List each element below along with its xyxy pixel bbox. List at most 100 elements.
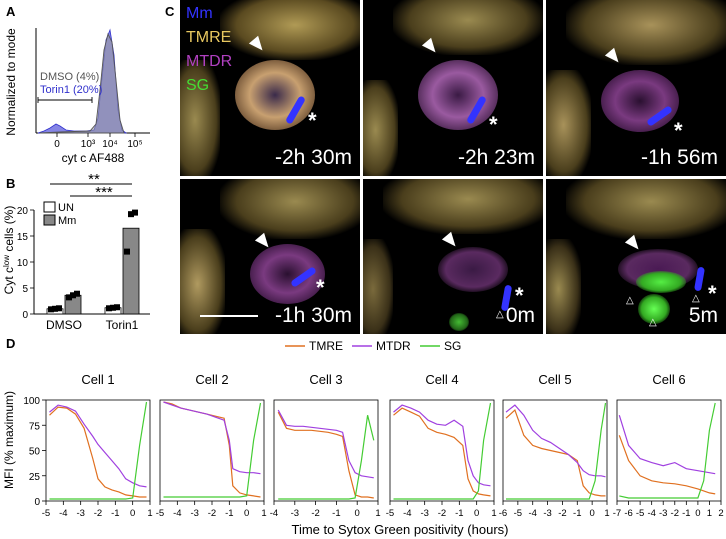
tick-10e3: 10³ <box>81 139 96 150</box>
line-tmre <box>505 409 606 497</box>
group-torin1: Torin1 <box>106 318 139 332</box>
open-arrowhead-icon: △ <box>626 295 634 306</box>
legend-sg-line: SG <box>444 339 461 353</box>
x-tick-label: -1 <box>682 508 690 519</box>
sg-positive-spot <box>636 271 686 293</box>
tmre-cell-signal <box>220 179 360 239</box>
microscopy-tile-1: Mm TMRE MTDR SG * -2h 30m <box>180 0 360 176</box>
timepoint-label-5: 0m <box>505 304 535 327</box>
timepoint-label-4: -1h 30m <box>274 304 352 327</box>
y-tick-label: 0 <box>34 497 40 508</box>
asterisk-icon: * <box>708 281 717 306</box>
tick-10e4: 10⁴ <box>102 139 117 150</box>
cell-panel-4: Cell 4 -5 -4 -3 -2 -1 0 1 <box>386 372 497 519</box>
y-tick-label: 5 <box>22 284 28 295</box>
dmso-histogram <box>39 32 125 134</box>
legend-mtdr-line: MTDR <box>376 339 411 353</box>
cell-panel-6: Cell 6 -7 -6 -5 -4 -3 -2 -1 0 1 2 <box>613 372 724 519</box>
data-point <box>70 292 76 299</box>
tmre-cell-signal <box>393 0 543 55</box>
x-tick-label: -2 <box>671 508 679 519</box>
tmre-cell-signal <box>363 80 398 176</box>
data-point <box>132 209 138 216</box>
x-tick-label: -5 <box>42 508 50 519</box>
microscopy-tile-5: * △ △ 0m <box>363 179 543 334</box>
x-tick-label: -6 <box>499 508 507 519</box>
y-tick-label: 20 <box>17 206 29 217</box>
line-sg <box>619 402 716 499</box>
x-tick-label: -1 <box>573 508 581 519</box>
open-arrowhead-icon: △ <box>496 309 504 320</box>
line-tmre <box>618 435 716 495</box>
microscopy-tile-2: * -2h 23m <box>363 0 543 176</box>
tmre-cell-signal <box>180 60 220 176</box>
tmre-cell-signal <box>566 179 726 239</box>
timepoint-label-6: 5m <box>688 304 718 327</box>
group-dmso: DMSO <box>46 318 82 332</box>
cell-panel-3: Cell 3 -4 -3 -2 -1 0 1 <box>270 372 381 519</box>
x-tick-label: 0 <box>589 508 594 519</box>
cell-title: Cell 1 <box>81 372 114 387</box>
line-mtdr <box>277 409 374 479</box>
cell-title: Cell 4 <box>425 372 458 387</box>
data-point <box>114 304 120 311</box>
x-tick-label: -2 <box>208 508 216 519</box>
data-point <box>106 305 112 312</box>
data-point <box>74 290 80 297</box>
panel-d-ylabel: MFI (% maximum) <box>2 391 16 489</box>
x-tick-label: 1 <box>375 508 380 519</box>
legend-dmso: DMSO (4%) <box>40 71 99 83</box>
scale-bar <box>200 315 258 317</box>
panel-b-ylabel: Cyt clow cells (%) <box>2 206 17 295</box>
x-tick-label: -1 <box>332 508 340 519</box>
tmre-cell-signal <box>546 70 591 176</box>
x-tick-label: -3 <box>420 508 428 519</box>
tmre-cell-signal <box>363 239 393 334</box>
x-tick-label: 2 <box>718 508 723 519</box>
y-tick-label: 75 <box>29 421 41 432</box>
y-tick-label: 25 <box>29 472 41 483</box>
plot-frame <box>616 399 722 502</box>
cell-panel-1: Cell 1 -5 -4 -3 -2 -1 0 1 <box>42 372 153 519</box>
x-tick-label: -4 <box>59 508 67 519</box>
panel-d-label: D <box>6 336 16 351</box>
legend-un-text: UN <box>58 202 74 214</box>
x-tick-label: -1 <box>111 508 119 519</box>
tmre-cell-signal <box>180 229 225 334</box>
x-tick-label: 1 <box>261 508 266 519</box>
legend-mm: Mm <box>186 5 213 22</box>
tick-10e5: 10⁵ <box>127 139 142 150</box>
cell-title: Cell 3 <box>309 372 342 387</box>
panel-b-bar-chart: Cyt clow cells (%) ** *** UN Mm 0 5 10 15 20… <box>2 171 150 332</box>
legend-mm-swatch <box>43 214 56 226</box>
data-point <box>66 294 72 301</box>
x-tick-label: 0 <box>355 508 360 519</box>
microscopy-tile-4: * -1h 30m <box>180 179 360 334</box>
legend-sg: SG <box>186 77 210 94</box>
y-tick-label: 50 <box>29 447 41 458</box>
y-tick-label: 10 <box>17 258 29 269</box>
microscopy-grid: Mm TMRE MTDR SG * -2h 30m * -2h 23m * -1… <box>180 0 726 334</box>
x-tick-label: -5 <box>514 508 522 519</box>
open-arrowhead-icon: △ <box>692 293 700 304</box>
data-point <box>48 306 54 313</box>
panel-d-xlabel: Time to Sytox Green positivity (hours) <box>292 522 509 537</box>
infected-cell <box>438 247 508 292</box>
line-mtdr <box>618 415 716 475</box>
line-mtdr <box>505 404 606 478</box>
panel-b-label: B <box>6 176 16 191</box>
line-sg <box>49 401 148 500</box>
panel-c-label: C <box>165 4 175 19</box>
x-tick-label: -5 <box>386 508 394 519</box>
x-tick-label: -2 <box>311 508 319 519</box>
tmre-cell-signal <box>383 179 543 234</box>
cell-panel-5: Cell 5 -6 -5 -4 -3 -2 -1 0 1 <box>499 372 610 519</box>
x-tick-label: -2 <box>94 508 102 519</box>
x-tick-label: -1 <box>225 508 233 519</box>
data-point <box>52 305 58 312</box>
asterisk-icon: * <box>674 118 683 143</box>
data-point <box>128 211 134 218</box>
line-tmre <box>49 406 147 498</box>
x-tick-label: 0 <box>244 508 249 519</box>
x-tick-label: -5 <box>156 508 164 519</box>
